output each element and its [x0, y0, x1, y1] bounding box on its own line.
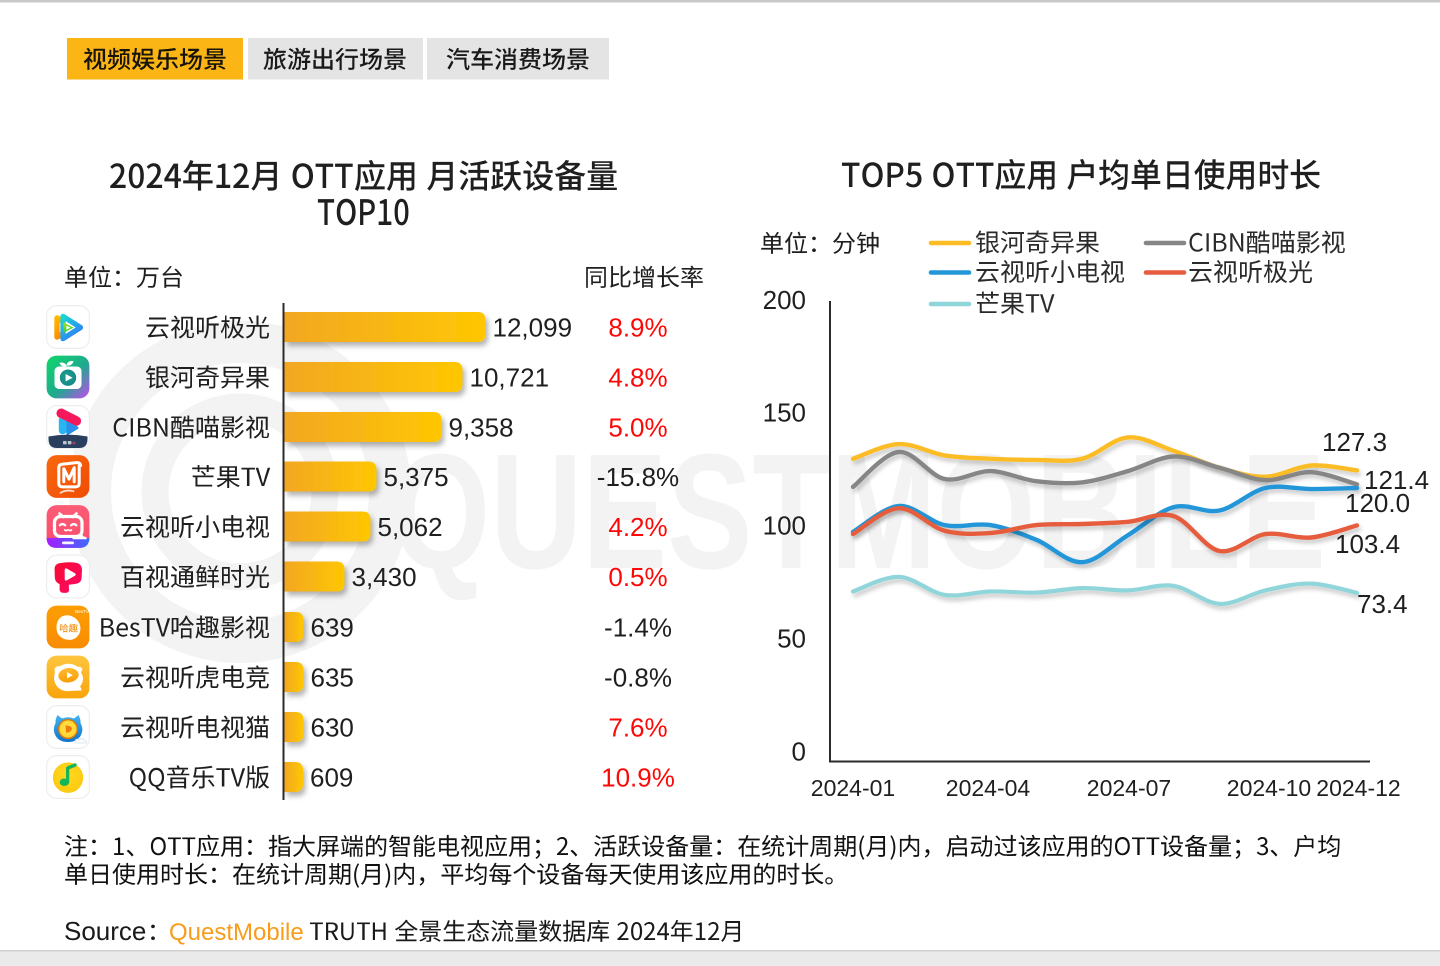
svg-text:73.4: 73.4: [1357, 589, 1408, 619]
svg-text:5,375: 5,375: [384, 462, 449, 492]
svg-text:50: 50: [777, 624, 806, 654]
svg-text:2024-12: 2024-12: [1316, 775, 1400, 801]
svg-text:2024-01: 2024-01: [811, 775, 895, 801]
svg-text:121.4: 121.4: [1364, 465, 1429, 495]
svg-text:630: 630: [311, 713, 354, 743]
svg-text:-15.8%: -15.8%: [597, 462, 679, 492]
svg-text:4.2%: 4.2%: [608, 512, 667, 542]
svg-text:3,430: 3,430: [352, 562, 417, 592]
svg-text:0.5%: 0.5%: [608, 562, 667, 592]
svg-text:609: 609: [310, 763, 353, 793]
svg-text:BesTV: BesTV: [75, 609, 90, 614]
svg-text:100: 100: [763, 511, 806, 541]
svg-text:7.6%: 7.6%: [608, 713, 667, 743]
svg-text:4.8%: 4.8%: [608, 363, 667, 393]
svg-text:2024-07: 2024-07: [1087, 775, 1171, 801]
svg-text:103.4: 103.4: [1335, 529, 1400, 559]
svg-text:2024-10: 2024-10: [1227, 775, 1311, 801]
svg-text:QUESTMOBILE: QUESTMOBILE: [391, 420, 1326, 603]
svg-text:127.3: 127.3: [1322, 427, 1387, 457]
svg-text:5.0%: 5.0%: [608, 413, 667, 443]
svg-text:635: 635: [311, 663, 354, 693]
svg-text:200: 200: [763, 285, 806, 315]
svg-text:12,099: 12,099: [493, 313, 573, 343]
svg-text:10.9%: 10.9%: [601, 763, 675, 793]
svg-text:QuestMobile: QuestMobile: [169, 919, 304, 946]
svg-text:5,062: 5,062: [378, 512, 443, 542]
svg-text:9,358: 9,358: [449, 413, 514, 443]
svg-text:120.0: 120.0: [1345, 488, 1410, 518]
svg-text:2024-04: 2024-04: [946, 775, 1031, 801]
svg-text:0: 0: [792, 737, 806, 767]
svg-text:Source: Source: [64, 916, 146, 946]
svg-text:10,721: 10,721: [470, 363, 550, 393]
svg-text:-1.4%: -1.4%: [604, 613, 672, 643]
svg-text:8.9%: 8.9%: [608, 313, 667, 343]
svg-text:-0.8%: -0.8%: [604, 663, 672, 693]
svg-text:150: 150: [763, 398, 806, 428]
svg-text:639: 639: [311, 613, 354, 643]
